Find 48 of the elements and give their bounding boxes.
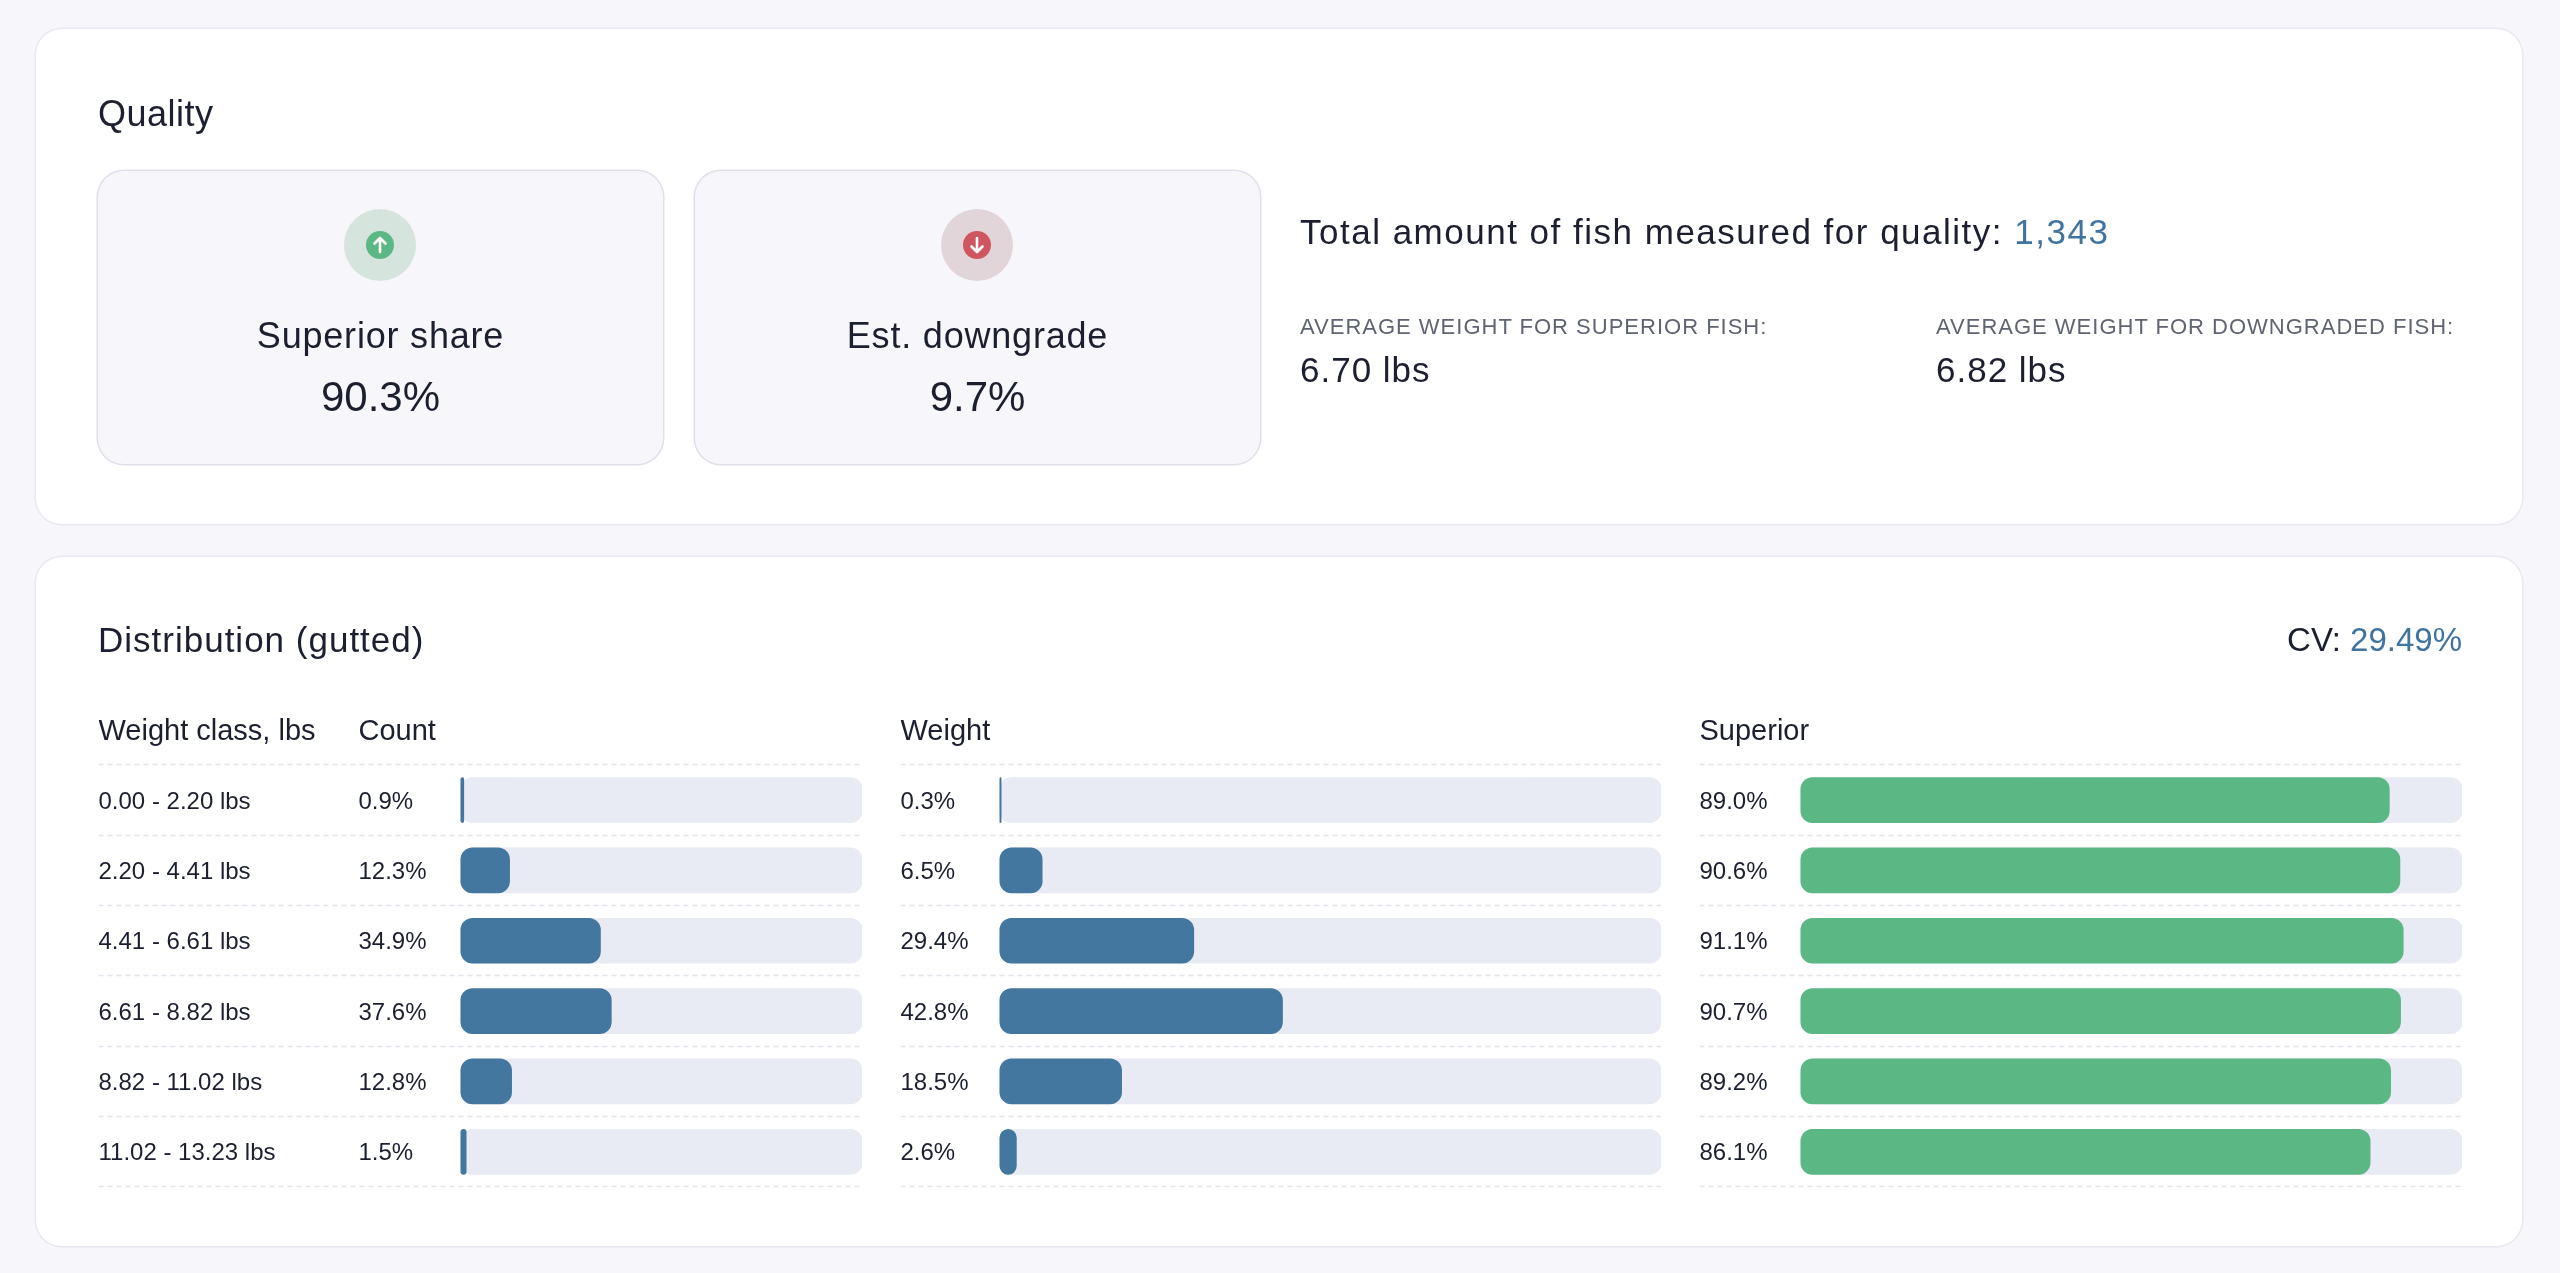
chart-title: Superior: [1699, 713, 1810, 746]
text: Superior share: [255, 314, 506, 358]
text: AVERAGE WEIGHT FOR DOWNGRADED FISH:: [1936, 313, 2455, 341]
text: Quality: [98, 92, 214, 136]
bar: [999, 847, 1043, 894]
text: 90.3%: [319, 372, 442, 422]
bar: [999, 917, 1195, 964]
text: Distribution (gutted): [98, 619, 425, 661]
y-tick-label: 4.41 - 6.61 lbs: [98, 927, 251, 955]
data-label: 86.1%: [1699, 1138, 1768, 1166]
data-label: 90.7%: [1699, 997, 1768, 1025]
y-tick-label: 11.02 - 13.23 lbs: [98, 1138, 276, 1166]
data-label: 42.8%: [900, 997, 969, 1025]
data-label: 91.1%: [1699, 927, 1768, 955]
data-label: 2.6%: [900, 1138, 956, 1166]
text: 6.70 lbs: [1300, 349, 1431, 391]
text: 9.7%: [928, 372, 1027, 422]
text: 29.49%: [2350, 621, 2462, 659]
text: Est. downgrade: [845, 314, 1110, 358]
text: AVERAGE WEIGHT FOR SUPERIOR FISH:: [1300, 313, 1768, 341]
data-label: 90.6%: [1699, 856, 1768, 884]
bar: [460, 1058, 512, 1105]
data-label: 12.3%: [358, 856, 427, 884]
y-axis-title: Weight class, lbs: [98, 713, 316, 746]
y-tick-label: 8.82 - 11.02 lbs: [98, 1067, 263, 1095]
data-label: 89.0%: [1699, 786, 1768, 814]
data-label: 89.2%: [1699, 1067, 1768, 1095]
data-label: 29.4%: [900, 927, 969, 955]
chart-title: Count: [358, 713, 436, 746]
data-label: 18.5%: [900, 1067, 969, 1095]
data-label: 0.3%: [900, 786, 956, 814]
bar: [460, 847, 510, 894]
data-label: 37.6%: [358, 997, 427, 1025]
data-label: 0.9%: [358, 786, 414, 814]
chart-title: Weight: [900, 713, 991, 746]
text: Total amount of fish measured for quality:: [1300, 212, 2004, 251]
bar: [999, 1058, 1122, 1105]
data-label: 34.9%: [358, 927, 427, 955]
data-label: 1.5%: [358, 1138, 414, 1166]
y-tick-label: 0.00 - 2.20 lbs: [98, 786, 251, 814]
data-label: 12.8%: [358, 1067, 427, 1095]
text: CV:: [2287, 621, 2341, 659]
text: 1,343: [2014, 212, 2110, 251]
y-tick-label: 2.20 - 4.41 lbs: [98, 856, 251, 884]
text: 6.82 lbs: [1936, 349, 2067, 391]
bar: [460, 1128, 467, 1175]
data-label: 6.5%: [900, 856, 956, 884]
y-tick-label: 6.61 - 8.82 lbs: [98, 997, 251, 1025]
